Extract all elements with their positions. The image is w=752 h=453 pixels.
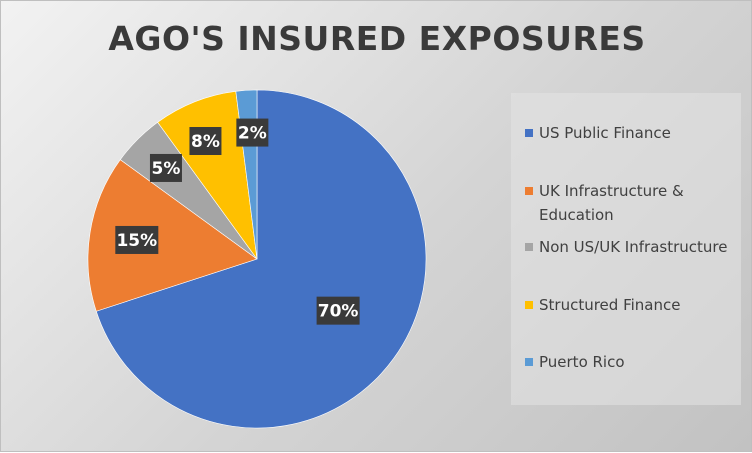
data-label: 70%	[316, 296, 360, 325]
data-label-box	[316, 296, 360, 325]
legend-label: US Public Finance	[539, 124, 671, 142]
chart-legend: US Public Finance UK Infrastructure & Ed…	[511, 93, 741, 405]
data-label-box	[149, 153, 182, 182]
data-label: 8%	[189, 127, 222, 156]
legend-swatch	[525, 358, 533, 366]
legend-label: Puerto Rico	[539, 353, 625, 371]
legend-item: Puerto Rico	[525, 350, 740, 374]
legend-item: UK Infrastructure & Education	[525, 179, 740, 227]
legend-label: Non US/UK Infrastructure	[539, 238, 728, 256]
legend-swatch	[525, 243, 533, 251]
data-label: 2%	[236, 118, 269, 147]
legend-item: Non US/UK Infrastructure	[525, 235, 740, 259]
legend-swatch	[525, 187, 533, 195]
legend-swatch	[525, 301, 533, 309]
legend-label: UK Infrastructure & Education	[539, 182, 684, 224]
data-label-box	[189, 127, 222, 156]
data-label-box	[236, 118, 269, 147]
legend-label: Structured Finance	[539, 296, 681, 314]
chart-title: AGO'S INSURED EXPOSURES	[108, 19, 646, 58]
data-label: 5%	[149, 153, 182, 182]
data-label-text: 2%	[238, 124, 267, 144]
legend-item: US Public Finance	[525, 121, 740, 145]
legend-swatch	[525, 129, 533, 137]
pie-slice	[95, 89, 427, 429]
data-label-text: 15%	[116, 231, 157, 251]
data-label-box	[115, 225, 159, 254]
data-label-text: 70%	[318, 302, 359, 322]
data-label-text: 8%	[191, 132, 220, 152]
pie-slice	[87, 159, 258, 312]
data-label-text: 5%	[152, 159, 181, 179]
data-label: 15%	[115, 225, 159, 254]
legend-item: Structured Finance	[525, 293, 740, 317]
